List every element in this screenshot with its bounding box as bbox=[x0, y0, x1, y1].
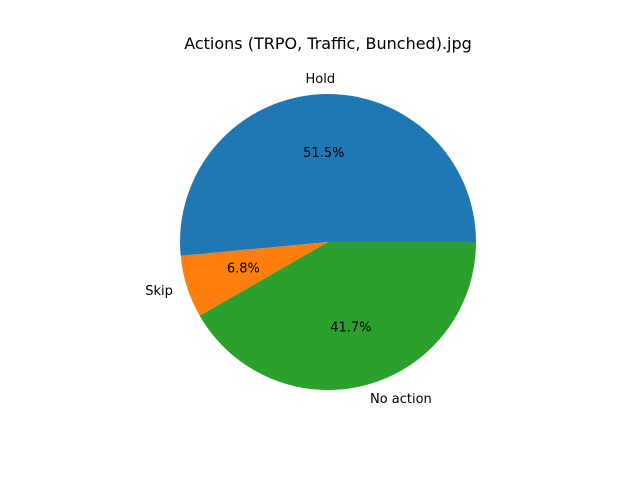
slice-label-no-action: No action bbox=[370, 392, 432, 407]
slice-percent-skip: 6.8% bbox=[227, 261, 260, 276]
pie-labels: Hold 51.5% Skip 6.8% No action 41.7% bbox=[145, 72, 432, 407]
chart-title: Actions (TRPO, Traffic, Bunched).jpg bbox=[184, 34, 472, 53]
pie-slice-no-action bbox=[199, 242, 477, 391]
slice-label-skip: Skip bbox=[145, 284, 173, 299]
pie-slices bbox=[180, 94, 477, 391]
pie-slice-hold bbox=[180, 94, 476, 256]
slice-percent-hold: 51.5% bbox=[303, 146, 344, 161]
slice-label-hold: Hold bbox=[306, 72, 336, 87]
slice-percent-no-action: 41.7% bbox=[330, 320, 371, 335]
pie-slice-skip bbox=[180, 242, 328, 316]
